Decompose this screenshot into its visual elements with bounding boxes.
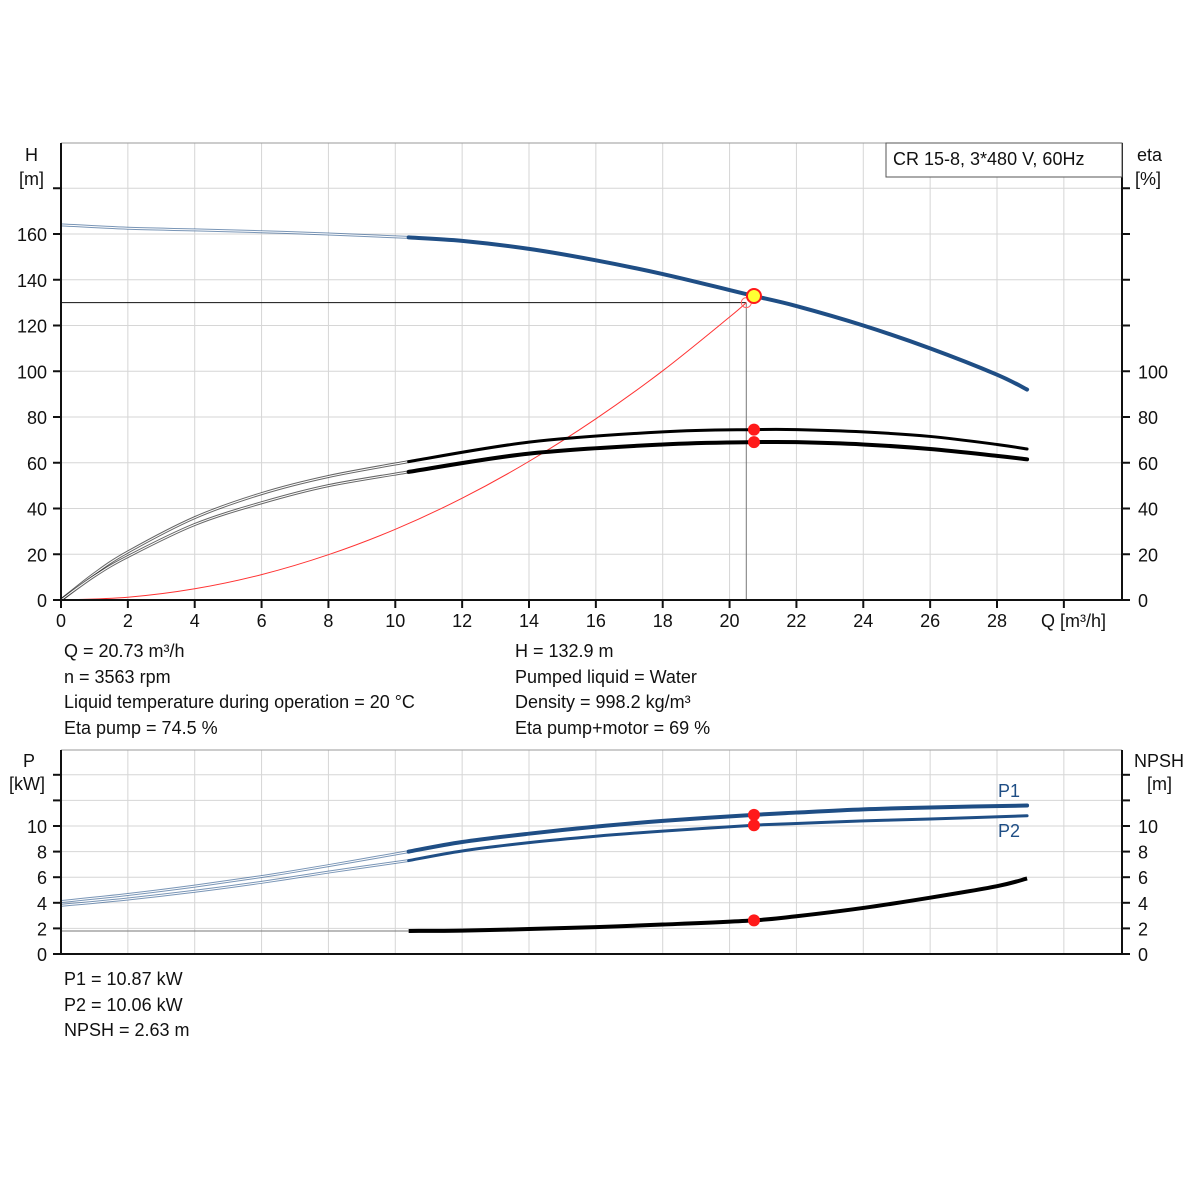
p1-curve-extrapolated <box>60 850 409 904</box>
eta-pump-curve-extrapolated <box>60 460 409 602</box>
h-axis-unit: [m] <box>19 169 44 189</box>
x-tick-label: 0 <box>56 611 66 631</box>
npsh-axis-label: NPSH <box>1134 751 1184 771</box>
p-axis-label: P <box>23 751 35 771</box>
h-tick-label: 40 <box>27 500 47 520</box>
npsh-duty-marker <box>747 914 760 927</box>
p-axis-unit: [kW] <box>9 774 45 794</box>
npsh-tick-label: 10 <box>1138 817 1158 837</box>
h-tick-label: 120 <box>17 317 47 337</box>
p1-curve-label: P1 <box>998 781 1020 801</box>
eta-axis-unit: [%] <box>1135 169 1161 189</box>
p-tick-label: 6 <box>37 868 47 888</box>
eta-pump-readout: Eta pump = 74.5 % <box>64 717 218 738</box>
q-axis-label: Q [m³/h] <box>1041 611 1106 631</box>
p-tick-label: 0 <box>37 945 47 965</box>
p2-curve-extrapolated-core <box>60 860 409 906</box>
x-tick-label: 26 <box>920 611 940 631</box>
top-chart-curves <box>60 223 1030 602</box>
p-tick-label: 2 <box>37 919 47 939</box>
power-info: P1 = 10.87 kW P2 = 10.06 kW NPSH = 2.63 … <box>64 967 190 1044</box>
head-curve-extrapolated-core <box>60 224 409 238</box>
head-curve <box>406 235 1030 392</box>
npsh-axis-unit: [m] <box>1147 774 1172 794</box>
title-box <box>885 142 1123 178</box>
p-tick-label: 10 <box>27 817 47 837</box>
eta-pump-curve-extrapolated-core <box>60 461 409 601</box>
system-curve <box>60 302 747 601</box>
p-tick-label: 8 <box>37 843 47 863</box>
npsh-tick-label: 6 <box>1138 868 1148 888</box>
h-tick-label: 140 <box>17 271 47 291</box>
h-tick-label: 20 <box>27 545 47 565</box>
x-tick-label: 20 <box>720 611 740 631</box>
p2-curve-label: P2 <box>998 821 1020 841</box>
x-tick-label: 8 <box>323 611 333 631</box>
p-tick-label: 4 <box>37 894 47 914</box>
axes <box>53 142 1130 955</box>
eta-tick-label: 0 <box>1138 591 1148 611</box>
eta-total-curve <box>406 439 1030 474</box>
bottom-chart-grid <box>61 750 1122 954</box>
tick-labels: 0 2 4 6 8 10 12 14 16 18 20 22 24 26 28020406080100120… <box>17 225 1168 965</box>
x-tick-label: 22 <box>786 611 806 631</box>
npsh-tick-label: 4 <box>1138 894 1148 914</box>
p2-readout: P2 = 10.06 kW <box>64 994 183 1015</box>
x-tick-label: 10 <box>385 611 405 631</box>
eta-pump-curve <box>407 427 1029 464</box>
eta-tick-label: 60 <box>1138 454 1158 474</box>
h-tick-label: 60 <box>27 454 47 474</box>
eta-axis-label: eta <box>1137 145 1163 165</box>
bottom-chart-curves <box>60 803 1030 933</box>
x-tick-label: 14 <box>519 611 539 631</box>
eta-tick-label: 100 <box>1138 362 1168 382</box>
h-tick-label: 100 <box>17 362 47 382</box>
liquid-readout: Pumped liquid = Water <box>515 666 697 687</box>
x-tick-label: 16 <box>586 611 606 631</box>
top-chart-grid <box>61 143 1122 600</box>
h-axis-label: H <box>25 145 38 165</box>
eta-tick-label: 40 <box>1138 500 1158 520</box>
eta-total-readout: Eta pump+motor = 69 % <box>515 717 711 738</box>
duty-point-marker <box>745 287 762 304</box>
p2-curve <box>407 814 1029 863</box>
h-tick-label: 80 <box>27 408 47 428</box>
flow-readout: Q = 20.73 m³/h <box>64 641 185 661</box>
x-tick-label: 24 <box>853 611 873 631</box>
head-readout: H = 132.9 m <box>515 641 614 661</box>
h-tick-label: 160 <box>17 225 47 245</box>
npsh-curve <box>408 876 1028 933</box>
x-tick-label: 28 <box>987 611 1007 631</box>
duty-info-right: H = 132.9 m Pumped liquid = Water Densit… <box>515 639 710 741</box>
p2-curve-extrapolated <box>60 859 409 907</box>
chart-title: CR 15-8, 3*480 V, 60Hz <box>893 149 1084 169</box>
eta-total-duty-marker <box>747 436 760 449</box>
p1-curve-extrapolated-core <box>60 851 409 903</box>
speed-readout: n = 3563 rpm <box>64 666 171 687</box>
x-tick-label: 4 <box>190 611 200 631</box>
eta-tick-label: 80 <box>1138 408 1158 428</box>
npsh-tick-label: 2 <box>1138 919 1148 939</box>
p1-curve <box>406 803 1030 854</box>
eta-tick-label: 20 <box>1138 545 1158 565</box>
temperature-readout: Liquid temperature during operation = 20… <box>64 692 415 712</box>
npsh-readout: NPSH = 2.63 m <box>64 1020 190 1040</box>
duty-info-left: Q = 20.73 m³/h n = 3563 rpm Liquid tempe… <box>64 639 415 741</box>
p2-duty-marker <box>747 819 760 832</box>
p1-duty-marker <box>747 808 760 821</box>
x-tick-label: 2 <box>123 611 133 631</box>
h-tick-label: 0 <box>37 591 47 611</box>
x-tick-label: 18 <box>653 611 673 631</box>
eta-total-curve-extrapolated-core <box>60 471 409 601</box>
eta-pump-duty-marker <box>747 423 760 436</box>
density-readout: Density = 998.2 kg/m³ <box>515 692 691 712</box>
x-tick-label: 6 <box>257 611 267 631</box>
npsh-tick-label: 8 <box>1138 843 1148 863</box>
x-tick-label: 12 <box>452 611 472 631</box>
npsh-tick-label: 0 <box>1138 945 1148 965</box>
p1-readout: P1 = 10.87 kW <box>64 969 183 989</box>
